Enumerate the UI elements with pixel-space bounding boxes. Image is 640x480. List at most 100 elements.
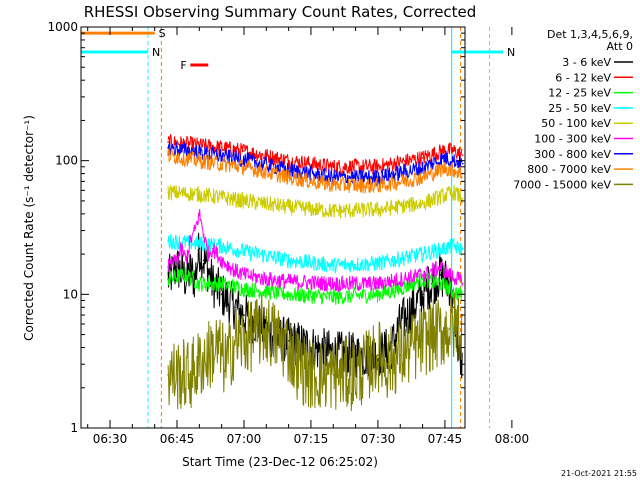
y-tick-label: 1 — [70, 421, 78, 435]
series-line-800-7000-kev — [167, 148, 463, 194]
data-point-3-6-kev — [243, 314, 245, 316]
data-point-100-300-kev — [202, 233, 205, 236]
series-line-7000-15000-kev — [167, 292, 463, 412]
data-point-7000-15000-kev — [332, 374, 335, 376]
data-point-12-25-kev — [185, 274, 187, 276]
flag-label-s: S — [159, 27, 166, 40]
x-tick-label: 06:45 — [160, 432, 195, 446]
data-point-100-300-kev — [180, 247, 183, 250]
data-point-25-50-kev — [421, 253, 424, 255]
data-point-100-300-kev — [234, 269, 236, 272]
data-point-3-6-kev — [207, 269, 210, 272]
data-point-6-12-kev — [444, 149, 446, 151]
y-axis-label: Corrected Count Rate (s⁻¹ detector⁻¹) — [22, 115, 36, 341]
data-point-800-7000-kev — [444, 167, 446, 169]
data-point-800-7000-kev — [457, 171, 460, 173]
data-point-25-50-kev — [444, 247, 446, 250]
data-point-100-300-kev — [457, 278, 460, 280]
data-point-100-300-kev — [377, 282, 379, 285]
data-point-50-100-kev — [453, 191, 455, 194]
data-point-50-100-kev — [332, 210, 335, 212]
y-tick-label: 10 — [63, 287, 78, 301]
data-point-25-50-kev — [457, 247, 460, 250]
legend-label: 300 - 800 keV — [534, 148, 611, 161]
data-point-12-25-kev — [421, 278, 424, 280]
data-point-7000-15000-kev — [296, 363, 299, 366]
flag-label-n: N — [507, 46, 515, 59]
data-point-7000-15000-kev — [287, 346, 290, 349]
data-point-7000-15000-kev — [234, 339, 236, 342]
legend-label: 6 - 12 keV — [555, 71, 611, 84]
data-point-300-800-kev — [377, 176, 379, 179]
data-point-3-6-kev — [354, 354, 357, 357]
data-point-300-800-kev — [457, 161, 460, 163]
legend-label: 3 - 6 keV — [562, 56, 611, 69]
data-point-7000-15000-kev — [310, 374, 312, 376]
data-point-6-12-kev — [457, 151, 460, 154]
x-tick-label: 07:15 — [294, 432, 329, 446]
series-line-50-100-kev — [167, 184, 463, 219]
data-point-3-6-kev — [421, 293, 424, 296]
data-point-50-100-kev — [457, 194, 460, 197]
data-point-800-7000-kev — [453, 169, 455, 171]
data-point-7000-15000-kev — [216, 346, 218, 349]
data-point-12-25-kev — [399, 288, 402, 290]
data-point-800-7000-kev — [167, 154, 169, 156]
x-tick-label: 08:00 — [495, 432, 530, 446]
data-point-50-100-kev — [198, 193, 201, 196]
data-point-6-12-kev — [220, 146, 223, 149]
data-point-7000-15000-kev — [354, 374, 357, 376]
x-tick-label: 07:00 — [227, 432, 262, 446]
data-point-100-300-kev — [167, 266, 169, 268]
data-point-12-25-kev — [377, 293, 379, 296]
plot-frame — [80, 26, 466, 429]
data-point-7000-15000-kev — [225, 363, 227, 366]
chart-title: RHESSI Observing Summary Count Rates, Co… — [84, 3, 477, 21]
data-point-300-800-kev — [444, 157, 446, 159]
data-point-3-6-kev — [189, 269, 192, 272]
data-point-12-25-kev — [198, 282, 201, 285]
data-point-12-25-kev — [243, 288, 245, 290]
data-point-25-50-kev — [453, 245, 455, 247]
data-point-3-6-kev — [234, 306, 236, 309]
data-point-7000-15000-kev — [448, 328, 451, 330]
data-point-7000-15000-kev — [421, 339, 424, 342]
data-point-300-800-kev — [167, 146, 169, 149]
data-point-3-6-kev — [412, 306, 415, 309]
data-point-50-100-kev — [220, 196, 223, 199]
data-point-12-25-kev — [167, 278, 169, 280]
data-point-100-300-kev — [265, 278, 268, 280]
data-point-300-800-kev — [243, 158, 245, 161]
generated-timestamp: 21-Oct-2021 21:55 — [561, 469, 637, 478]
data-point-6-12-kev — [377, 165, 379, 168]
data-point-50-100-kev — [287, 206, 290, 208]
data-point-25-50-kev — [287, 259, 290, 262]
data-point-7000-15000-kev — [435, 333, 437, 336]
legend-label: 50 - 100 keV — [541, 117, 611, 130]
plot-area: SN NF — [81, 27, 515, 428]
x-tick-label: 07:45 — [428, 432, 463, 446]
data-point-100-300-kev — [421, 274, 424, 276]
data-point-6-12-kev — [167, 141, 169, 143]
data-point-100-300-kev — [194, 229, 196, 232]
data-point-100-300-kev — [211, 247, 214, 250]
data-point-100-300-kev — [439, 266, 442, 268]
data-point-25-50-kev — [461, 247, 464, 250]
axes: 1 10 100 1000 06:30 06:45 07:00 07:15 07:30 07:45… — [47, 20, 529, 446]
legend-label: 100 - 300 keV — [534, 133, 611, 146]
data-point-7000-15000-kev — [386, 363, 388, 366]
data-point-6-12-kev — [332, 165, 335, 168]
data-point-300-800-kev — [421, 167, 424, 169]
data-point-6-12-kev — [461, 154, 464, 156]
legend-label: 7000 - 15000 keV — [513, 178, 611, 191]
data-point-12-25-kev — [220, 282, 223, 285]
data-point-7000-15000-kev — [243, 339, 245, 342]
data-point-3-6-kev — [198, 247, 201, 250]
x-tick-label: 06:30 — [93, 432, 128, 446]
data-point-800-7000-kev — [421, 176, 424, 179]
data-point-7000-15000-kev — [207, 354, 210, 357]
data-point-800-7000-kev — [377, 184, 379, 187]
data-point-7000-15000-kev — [377, 354, 379, 357]
data-point-100-300-kev — [287, 280, 290, 283]
data-point-800-7000-kev — [287, 176, 290, 179]
